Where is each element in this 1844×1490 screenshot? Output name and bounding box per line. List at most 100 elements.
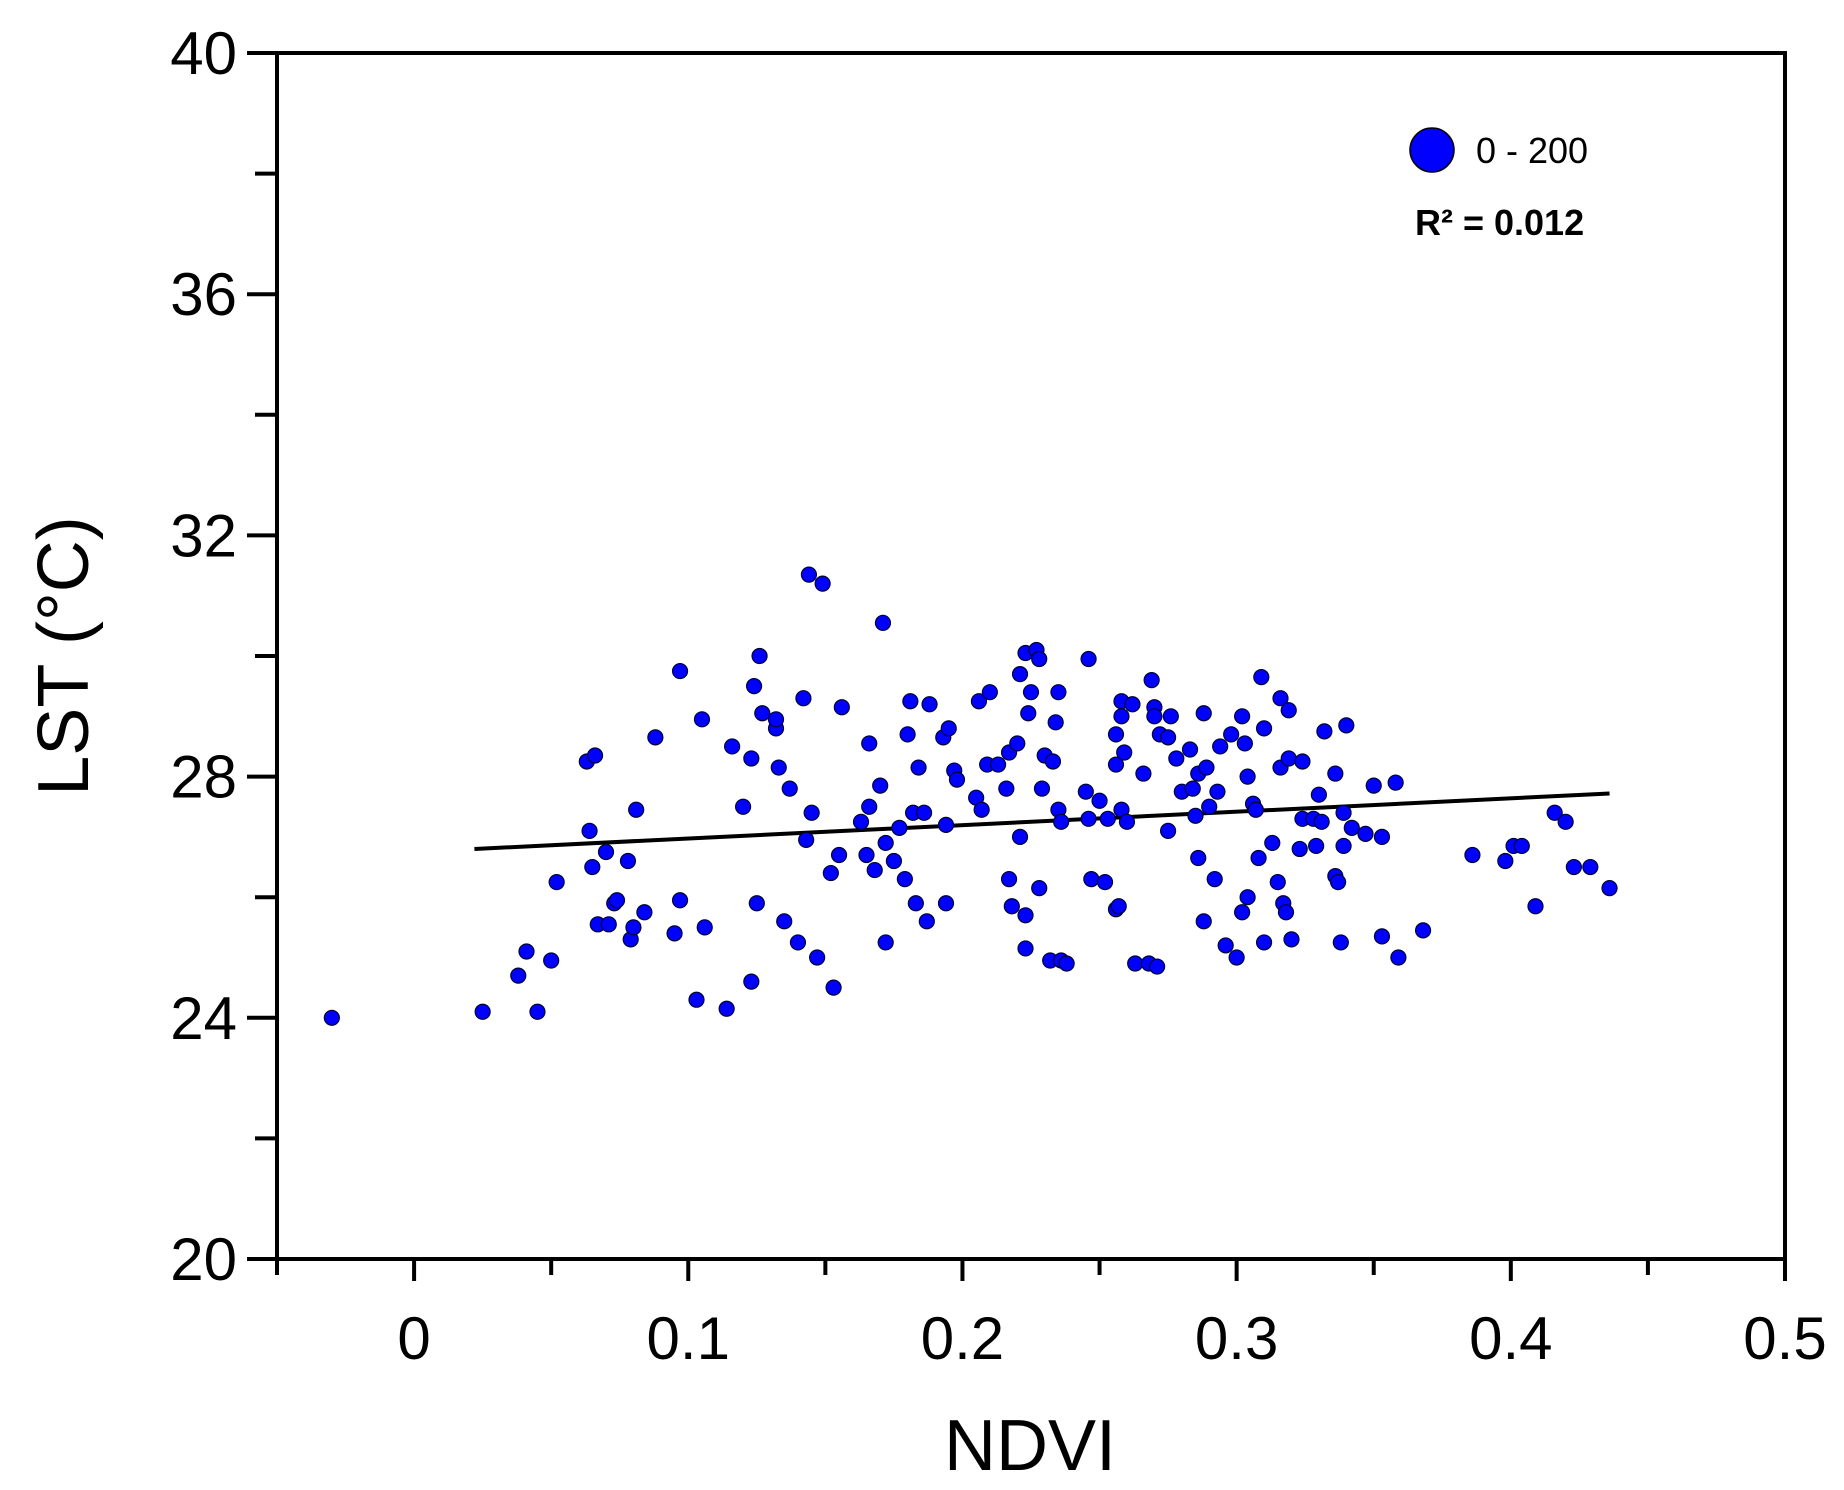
- y-axis-title: LST (°C): [24, 516, 104, 796]
- data-point: [800, 566, 818, 583]
- data-point: [1601, 880, 1618, 897]
- data-point: [619, 852, 637, 870]
- data-point: [754, 705, 771, 722]
- data-point: [937, 895, 955, 912]
- data-point: [1272, 690, 1289, 707]
- y-tick-label: 20: [170, 1226, 237, 1293]
- data-point: [907, 895, 924, 912]
- data-point: [798, 831, 815, 849]
- data-point: [1033, 780, 1051, 797]
- data-point: [1080, 650, 1097, 668]
- data-point: [696, 919, 713, 936]
- data-point: [1212, 738, 1229, 755]
- data-point: [693, 711, 711, 728]
- legend: 0 - 200 R² = 0.012: [1409, 127, 1588, 243]
- data-point: [600, 916, 617, 933]
- data-point: [743, 973, 760, 990]
- data-point: [1236, 735, 1253, 752]
- data-point: [1513, 837, 1530, 855]
- data-point: [1017, 907, 1034, 924]
- data-point: [1280, 702, 1297, 719]
- data-point: [795, 690, 812, 707]
- data-point: [1373, 928, 1391, 945]
- data-point: [1239, 768, 1256, 785]
- data-point: [1080, 810, 1097, 827]
- data-point: [1327, 765, 1344, 782]
- data-point: [510, 967, 527, 984]
- data-point: [1313, 813, 1330, 830]
- data-point: [1497, 852, 1514, 870]
- data-point: [1009, 735, 1026, 752]
- data-point: [745, 678, 763, 695]
- data-point: [1546, 804, 1563, 821]
- data-point: [902, 693, 919, 710]
- data-point: [584, 858, 601, 876]
- data-point: [1255, 934, 1273, 951]
- data-point: [1264, 834, 1281, 852]
- data-point: [1011, 828, 1029, 846]
- data-point: [1195, 913, 1212, 930]
- data-point: [822, 864, 839, 882]
- data-point: [1187, 807, 1204, 824]
- data-point: [1357, 825, 1374, 842]
- data-point: [896, 871, 913, 888]
- data-point: [1113, 708, 1130, 725]
- data-point: [1077, 783, 1094, 800]
- data-point: [1159, 729, 1177, 746]
- data-point: [1044, 753, 1062, 770]
- data-point: [1234, 904, 1251, 921]
- data-point: [1527, 898, 1544, 915]
- data-point: [1365, 777, 1382, 794]
- y-tick-label: 28: [170, 744, 237, 811]
- data-point: [1099, 810, 1116, 827]
- data-point: [1217, 937, 1234, 954]
- data-point: [872, 777, 889, 794]
- data-point: [1283, 931, 1300, 948]
- data-point: [1127, 955, 1144, 972]
- data-point: [1206, 871, 1223, 888]
- data-point: [548, 874, 565, 891]
- data-point: [981, 684, 998, 701]
- data-point: [518, 943, 535, 960]
- data-point: [1003, 898, 1020, 915]
- data-point: [474, 1003, 491, 1020]
- data-point: [1168, 750, 1185, 767]
- data-point: [628, 801, 645, 818]
- trendline: [474, 791, 1610, 851]
- x-tick-label: 0.5: [1743, 1305, 1826, 1372]
- data-point: [647, 729, 664, 746]
- data-point: [970, 693, 988, 710]
- data-point: [1316, 723, 1333, 740]
- data-point: [1253, 669, 1270, 686]
- data-point: [776, 913, 793, 930]
- x-tick-label: 0.1: [647, 1305, 730, 1372]
- data-point: [1116, 744, 1133, 761]
- data-point: [1159, 822, 1177, 839]
- data-point: [1291, 840, 1308, 858]
- data-point: [789, 934, 807, 951]
- data-point: [608, 892, 626, 909]
- trendline-group: [474, 791, 1610, 851]
- data-point: [323, 1009, 340, 1026]
- data-point: [1050, 684, 1067, 701]
- data-point: [1184, 780, 1201, 797]
- data-point: [1209, 783, 1226, 800]
- data-point: [1335, 837, 1352, 855]
- data-points: [323, 566, 1618, 1026]
- data-point: [1557, 813, 1574, 830]
- data-point: [1310, 786, 1327, 803]
- data-point: [1083, 871, 1100, 888]
- x-tick-label: 0.3: [1195, 1305, 1278, 1372]
- data-point: [861, 798, 878, 815]
- x-tick-label: 0.4: [1469, 1305, 1552, 1372]
- data-point: [915, 804, 933, 821]
- data-point: [1582, 858, 1599, 876]
- data-point: [1343, 819, 1360, 836]
- data-point: [858, 846, 875, 864]
- data-point: [910, 759, 927, 776]
- data-point: [852, 813, 870, 830]
- data-point: [861, 735, 878, 752]
- data-point: [803, 804, 820, 821]
- data-point: [1250, 849, 1267, 867]
